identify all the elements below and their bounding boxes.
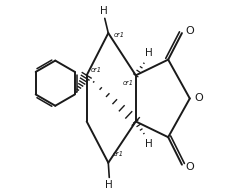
- Text: H: H: [145, 48, 153, 58]
- Text: or1: or1: [91, 67, 102, 73]
- Text: O: O: [186, 26, 194, 36]
- Text: or1: or1: [113, 32, 124, 38]
- Text: H: H: [145, 139, 153, 149]
- Text: O: O: [186, 162, 194, 172]
- Text: H: H: [100, 6, 108, 16]
- Text: or1: or1: [113, 151, 124, 157]
- Text: O: O: [194, 94, 203, 103]
- Text: or1: or1: [123, 80, 134, 86]
- Text: H: H: [105, 180, 113, 190]
